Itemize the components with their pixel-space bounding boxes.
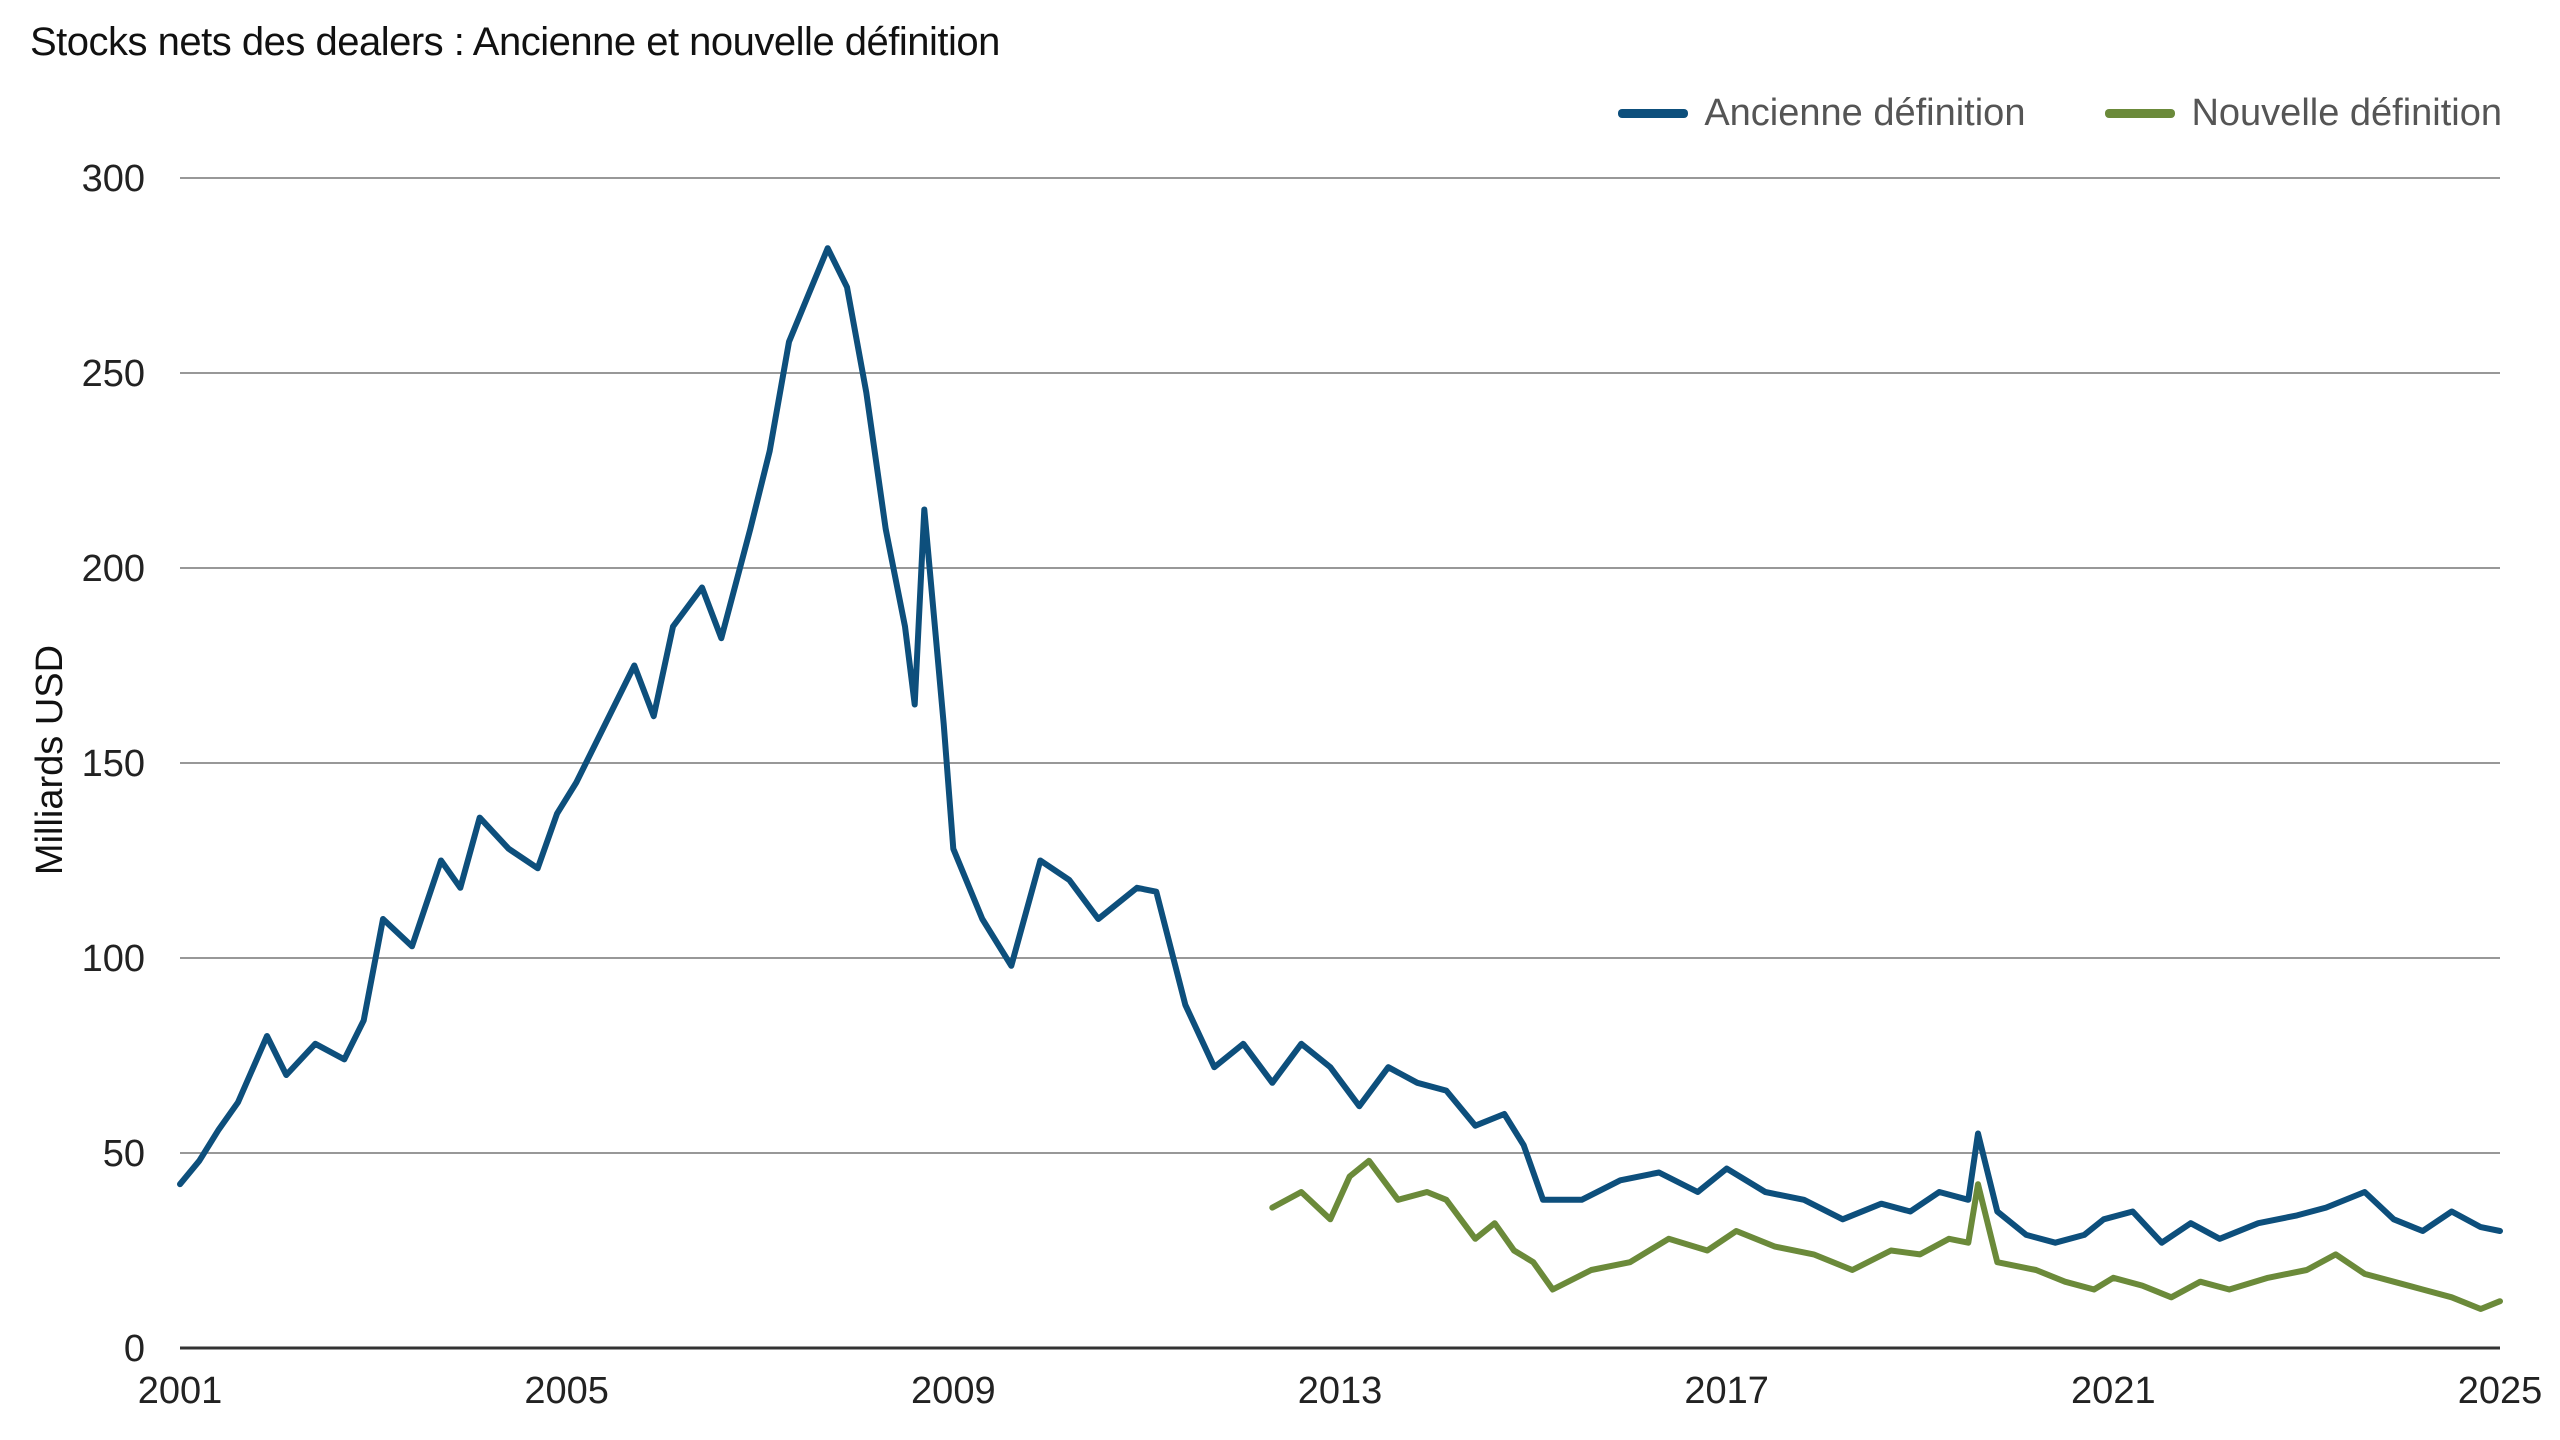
- y-tick-label: 300: [82, 158, 145, 200]
- x-tick-label: 2025: [2458, 1370, 2543, 1412]
- series-line-ancienne: [177, 245, 2503, 1246]
- legend-swatch-nouvelle: [2105, 109, 2176, 118]
- y-tick-label: 150: [82, 743, 145, 785]
- x-tick-label: 2013: [1298, 1370, 1383, 1412]
- y-tick-label: 200: [82, 548, 145, 590]
- gridlines: [180, 177, 2500, 1350]
- y-tick-label: 100: [82, 938, 145, 980]
- legend-label-nouvelle: Nouvelle définition: [2191, 92, 2502, 134]
- legend-swatch-ancienne: [1618, 109, 1689, 118]
- series-line-nouvelle: [1269, 1157, 2503, 1312]
- x-tick-label: 2017: [1684, 1370, 1769, 1412]
- y-tick-label: 0: [124, 1328, 145, 1370]
- y-axis-label: Milliards USD: [29, 645, 71, 875]
- x-tick-label: 2001: [138, 1370, 223, 1412]
- legend: Ancienne définition Nouvelle définition: [1618, 92, 2502, 135]
- y-tick-label: 50: [103, 1133, 145, 1175]
- x-tick-labels: 2001 2005 2009 2013 2017 2021 2025: [138, 1370, 2543, 1412]
- legend-item-ancienne: Ancienne définition: [1618, 92, 2025, 135]
- legend-item-nouvelle: Nouvelle définition: [2105, 92, 2502, 135]
- x-tick-label: 2005: [524, 1370, 609, 1412]
- chart-title: Stocks nets des dealers : Ancienne et no…: [30, 20, 1000, 64]
- y-tick-labels: 0 50 100 150 200 250 300: [82, 158, 145, 1370]
- y-tick-label: 250: [82, 353, 145, 395]
- x-tick-label: 2021: [2071, 1370, 2156, 1412]
- legend-label-ancienne: Ancienne définition: [1704, 92, 2026, 134]
- x-tick-label: 2009: [911, 1370, 996, 1412]
- series-lines: [177, 245, 2503, 1312]
